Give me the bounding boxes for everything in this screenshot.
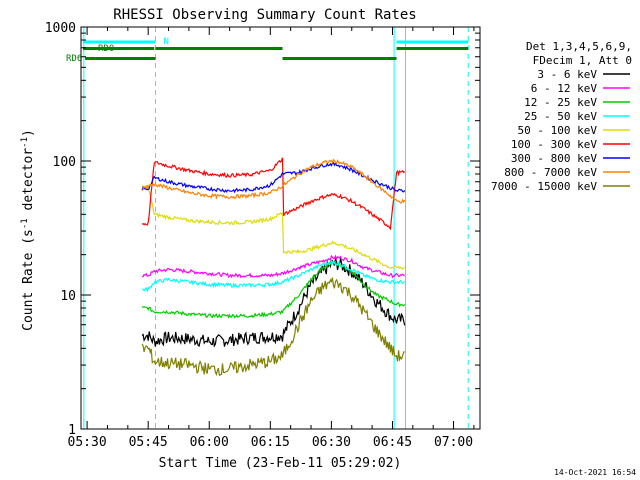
legend-entry-label: 800 - 7000 keV [504,166,597,179]
legend-entry-label: 50 - 100 keV [518,124,598,137]
plot-border [80,26,481,430]
x-tick-label: 07:00 [434,435,473,450]
chart-title: RHESSI Observing Summary Count Rates [113,7,416,23]
generation-timestamp: 14-Oct-2021 16:54 [554,468,636,477]
series-line [141,277,405,377]
plot-frame-fill [81,27,480,429]
legend-entry-label: 7000 - 15000 keV [491,180,597,193]
series-line [141,158,406,204]
x-axis-label: Start Time (23-Feb-11 05:29:02) [159,456,402,471]
y-tick-label: 1000 [45,21,76,36]
y-axis-label-end: ) [21,129,36,137]
x-tick-label: 06:30 [312,435,351,450]
legend-entry-label: 12 - 25 keV [524,96,597,109]
flag-label-rd6: RD6 [66,54,82,64]
y-axis-label-main: Count Rate (s [21,229,36,331]
legend-header-line: FDecim 1, Att 0 [533,54,632,67]
series-line [141,183,405,270]
plot-area: N RD0 RD6 [66,27,469,429]
x-tick-label: 05:45 [129,435,168,450]
y-tick-label: 100 [53,155,76,170]
chart-background [81,27,480,429]
y-axis-label-sup2: -1 [20,137,30,148]
series-line [141,260,406,293]
legend-entry-label: 100 - 300 keV [511,138,597,151]
legend-entry-label: 25 - 50 keV [524,110,597,123]
axes: 05:30 05:45 06:00 06:15 06:30 06:45 07:00 1 10 10… [45,21,481,450]
legend-header-line: Det 1,3,4,5,6,9, [526,40,632,53]
x-tick-label: 06:00 [190,435,229,450]
y-axis-label-mid: detector [21,148,36,219]
series-line [141,254,406,279]
y-tick-label: 1 [68,423,76,438]
y-axis-label: Count Rate (s-1 detector-1) [20,129,36,331]
legend-entry-label: 6 - 12 keV [531,82,598,95]
y-tick-label: 10 [60,289,76,304]
flag-label-n: N [164,37,169,47]
x-tick-label: 06:15 [251,435,290,450]
series-line [141,157,406,231]
x-tick-label: 05:30 [68,435,107,450]
legend-entry-label: 3 - 6 keV [537,68,597,81]
x-tick-label: 06:45 [373,435,412,450]
y-axis-label-sup1: -1 [20,218,30,229]
series-line [141,260,406,319]
flag-label-rd0: RD0 [98,44,114,54]
legend: Det 1,3,4,5,6,9,FDecim 1, Att 03 - 6 keV… [491,40,632,193]
legend-entry-label: 300 - 800 keV [511,152,597,165]
